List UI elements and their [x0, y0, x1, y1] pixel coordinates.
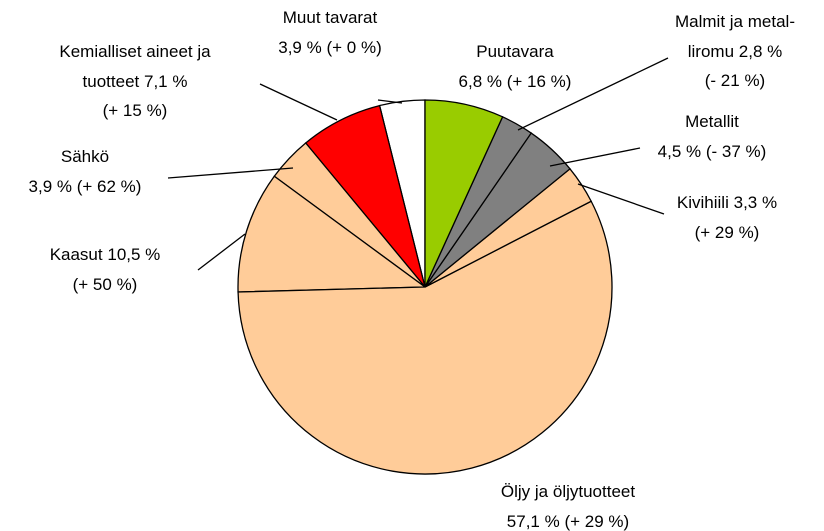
slice-label: Kivihiili 3,3 % (+ 29 %) [607, 188, 824, 247]
category-label: Muut tavarat [282, 8, 378, 27]
slice-label: Muut tavarat 3,9 % (+ 0 %) [210, 3, 450, 62]
change-label: (+ 16 %) [506, 71, 572, 91]
slice-label: Kaasut 10,5 % (+ 50 %) [0, 240, 225, 299]
pie-slice [237, 200, 613, 475]
category-label: Kemialliset aineet ja tuotteet [59, 42, 211, 91]
slice-label: Sähkö 3,9 % (+ 62 %) [0, 142, 205, 201]
leader-line [549, 147, 641, 167]
value-label: 4,5 % [657, 141, 702, 161]
leader-lines [167, 57, 669, 271]
category-label: Sähkö [60, 147, 110, 166]
value-label: 2,8 % [738, 41, 783, 61]
slice-label: Puutavara 6,8 % (+ 16 %) [395, 37, 635, 96]
slice-label: Öljy ja öljytuotteet 57,1 % (+ 29 %) [448, 477, 688, 531]
category-label: Kivihiili [676, 193, 729, 212]
change-label: (- 37 %) [705, 141, 767, 161]
change-label: (+ 29 %) [694, 222, 760, 242]
category-label: Puutavara [476, 42, 554, 61]
pie-slice [237, 175, 427, 293]
pie-slice [424, 99, 504, 288]
value-label: 57,1 % [506, 511, 560, 531]
category-label: Metallit [685, 112, 739, 131]
change-label: (+ 15 %) [102, 101, 168, 120]
change-label: (- 21 %) [704, 71, 766, 90]
value-label: 3,9 % [278, 37, 322, 57]
value-label: 7,1 % [143, 71, 188, 91]
change-label: (+ 29 %) [564, 511, 630, 531]
leader-line [377, 99, 403, 104]
change-label: (+ 0 %) [326, 37, 382, 57]
value-label: 3,9 % [28, 176, 72, 196]
slice-label: Kemialliset aineet ja tuotteet 7,1 % (+ 1… [54, 37, 216, 126]
leader-line [197, 233, 246, 271]
leader-line [167, 167, 294, 179]
category-label: Malmit ja metal­liromu [675, 12, 795, 61]
leader-line [259, 83, 338, 121]
value-label: 10,5 % [107, 245, 161, 264]
category-label: Öljy ja öljytuotteet [500, 482, 636, 501]
slice-label: Metallit 4,5 % (- 37 %) [592, 107, 824, 166]
change-label: (+ 62 %) [76, 176, 142, 196]
leader-line [517, 57, 669, 131]
slice-label: Malmit ja metal­liromu 2,8 % (- 21 %) [673, 7, 798, 96]
category-label: Kaasut [49, 245, 103, 264]
leader-line [577, 183, 665, 215]
value-label: 3,3 % [733, 193, 778, 212]
change-label: (+ 50 %) [72, 274, 138, 294]
value-label: 6,8 % [458, 71, 502, 91]
